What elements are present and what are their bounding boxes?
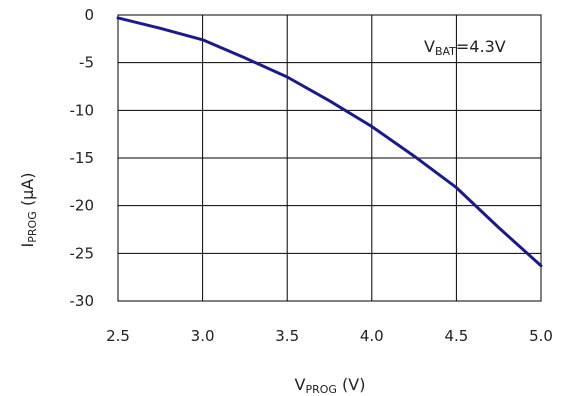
tick-labels: 2.5 3.0 3.5 4.0 4.5 5.0 0 -5 -10 -15 -20 -25 -30 xyxy=(70,6,553,345)
annotation-rest: =4.3V xyxy=(456,37,506,56)
x-axis-title: VPROG (V) xyxy=(295,375,366,396)
y-tick-label: 0 xyxy=(84,6,94,24)
y-tick-label: -10 xyxy=(70,101,95,119)
x-axis-title-sub: PROG xyxy=(305,383,336,396)
series-line xyxy=(116,16,543,268)
y-tick-label: -30 xyxy=(70,292,95,310)
y-axis-title: IPROG (µA) xyxy=(18,173,39,248)
y-tick-label: -20 xyxy=(70,197,95,215)
x-tick-label: 3.0 xyxy=(191,327,215,345)
x-tick-label: 4.5 xyxy=(444,327,468,345)
series-layer xyxy=(116,16,543,268)
annotation-main: V xyxy=(424,37,435,56)
x-tick-label: 2.5 xyxy=(106,327,130,345)
y-axis-title-sub: PROG xyxy=(26,211,39,242)
x-tick-label: 3.5 xyxy=(275,327,299,345)
annotation-vbat: VBAT=4.3V xyxy=(424,37,506,58)
y-axis-title-main: I xyxy=(18,243,37,248)
y-axis-title-unit: (µA) xyxy=(18,173,37,212)
annotation-sub: BAT xyxy=(435,45,456,58)
grid xyxy=(117,14,542,302)
y-tick-label: -15 xyxy=(70,149,95,167)
x-tick-label: 5.0 xyxy=(529,327,553,345)
x-axis-title-main: V xyxy=(295,375,306,394)
y-tick-label: -25 xyxy=(70,244,95,262)
x-axis-title-unit: (V) xyxy=(337,375,366,394)
x-tick-label: 4.0 xyxy=(360,327,384,345)
y-tick-label: -5 xyxy=(79,54,94,72)
